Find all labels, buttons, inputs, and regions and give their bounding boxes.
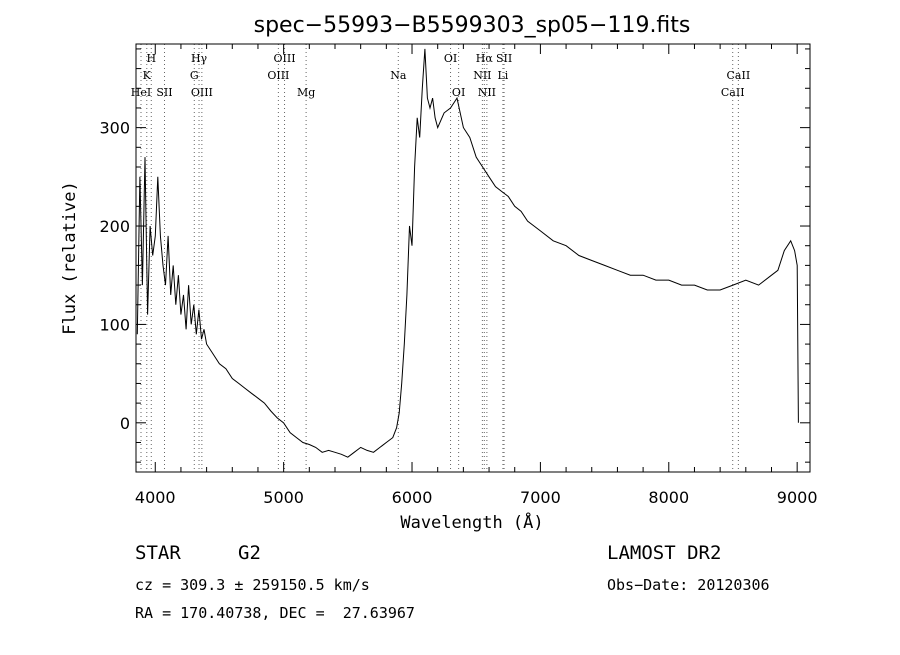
survey-name: LAMOST DR2 <box>607 542 722 564</box>
line-marker-label: Hγ <box>191 52 208 65</box>
line-marker-label: Hα <box>476 52 494 65</box>
obs-date: Obs−Date: 20120306 <box>607 576 770 594</box>
line-marker-label: OIII <box>267 69 289 82</box>
chart-title: spec−55993−B5599303_sp05−119.fits <box>254 13 691 38</box>
object-subclass: G2 <box>238 542 261 564</box>
line-marker-label: SII <box>496 52 512 65</box>
x-tick-label: 7000 <box>520 488 561 507</box>
line-marker-label: OIII <box>191 86 213 99</box>
y-axis-label: Flux (relative) <box>60 181 80 335</box>
x-tick-label: 9000 <box>777 488 818 507</box>
x-tick-label: 4000 <box>135 488 176 507</box>
y-tick-label: 200 <box>99 217 130 236</box>
line-marker-label: OI <box>452 86 465 99</box>
line-marker-label: K <box>143 69 152 82</box>
spectrum-line <box>136 48 799 458</box>
axis-ticks: 4000 5000 6000 7000 8000 9000 0 100 200 300 <box>99 44 818 507</box>
line-marker-label: H <box>146 52 156 65</box>
line-marker-label: CaII <box>727 69 751 82</box>
redshift-cz: cz = 309.3 ± 259150.5 km/s <box>135 576 370 594</box>
y-tick-label: 100 <box>99 315 130 334</box>
line-marker-label: Li <box>497 69 508 82</box>
line-marker-label: HeI <box>131 86 151 99</box>
plot-frame <box>135 43 811 473</box>
object-class: STAR <box>135 542 181 564</box>
line-marker-label: OI <box>444 52 457 65</box>
line-marker-label: SII <box>156 86 172 99</box>
line-marker-label: Na <box>390 69 407 82</box>
line-marker-label: G <box>190 69 199 82</box>
y-tick-label: 300 <box>99 119 130 138</box>
x-tick-label: 6000 <box>392 488 433 507</box>
x-tick-label: 8000 <box>648 488 689 507</box>
coordinates: RA = 170.40738, DEC = 27.63967 <box>135 604 415 622</box>
line-marker-label: CaII <box>721 86 745 99</box>
line-marker-label: Mg <box>297 86 315 99</box>
x-axis-label: Wavelength (Å) <box>400 511 543 533</box>
line-marker-label: NII <box>478 86 496 99</box>
line-marker-label: OIII <box>274 52 296 65</box>
y-tick-label: 0 <box>120 414 130 433</box>
line-annotations: HeI KH SII G Hγ OIII OIII OIII Mg Na OI OI NII Hα NII S… <box>131 44 750 472</box>
x-tick-label: 5000 <box>263 488 304 507</box>
line-marker-label: NII <box>473 69 491 82</box>
